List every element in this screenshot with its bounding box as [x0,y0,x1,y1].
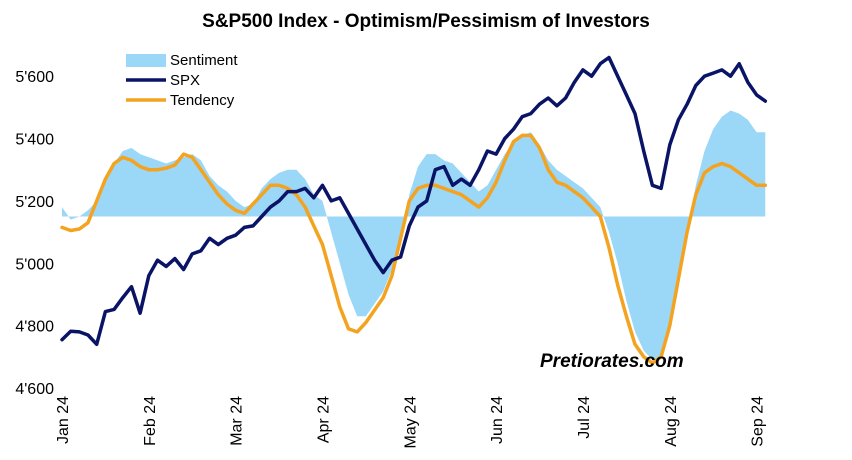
x-tick-label: Aug 24 [663,396,680,447]
x-axis: Jan 24 Feb 24 Mar 24 Apr 24 May 24 Jun 24 Jul … [55,396,767,449]
y-axis: 4'600 4'800 5'000 5'200 5'400 5'600 [15,69,54,398]
tendency-line [60,133,768,365]
sentiment-area [62,110,766,360]
plot-area [60,55,768,365]
x-tick-label: Sep 24 [750,396,767,447]
y-tick-label: 5'400 [15,132,54,149]
y-tick-label: 5'200 [15,194,54,211]
y-tick-label: 5'000 [15,256,54,273]
legend-label: SPX [170,72,200,89]
y-tick-label: 5'600 [15,69,54,86]
x-tick-label: Apr 24 [315,396,332,443]
x-tick-label: Jul 24 [576,396,593,439]
y-tick-label: 4'800 [15,319,54,336]
legend: Sentiment SPX Tendency [126,52,238,109]
x-tick-label: May 24 [402,396,419,449]
watermark: Pretiorates.com [540,351,684,372]
legend-label: Tendency [170,92,235,109]
x-tick-label: Mar 24 [229,396,246,446]
chart-title: S&P500 Index - Optimism/Pessimism of Inv… [202,11,650,32]
x-tick-label: Jan 24 [55,396,72,444]
y-tick-label: 4'600 [15,381,54,398]
legend-swatch-sentiment [126,54,166,67]
x-tick-label: Feb 24 [142,396,159,446]
spx-line [60,55,768,347]
x-tick-label: Jun 24 [489,396,506,444]
legend-label: Sentiment [170,52,238,69]
